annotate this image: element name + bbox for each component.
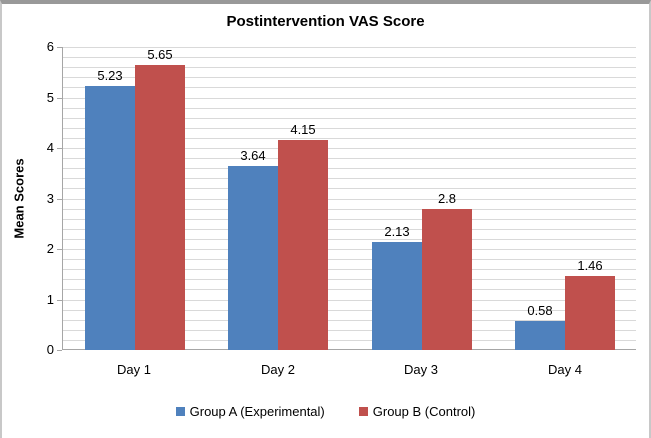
y-tick-label: 3: [46, 191, 54, 206]
y-tick-label: 4: [46, 140, 54, 155]
gridline: [63, 289, 636, 290]
gridline: [63, 340, 636, 341]
legend-marker-group-b: [358, 407, 368, 416]
gridline: [63, 239, 636, 240]
y-tick-label: 5: [46, 90, 54, 105]
bar-series-0-day-2: [228, 166, 278, 350]
gridline: [63, 98, 636, 99]
data-label: 2.13: [384, 224, 410, 239]
gridline: [63, 320, 636, 321]
gridline: [63, 118, 636, 119]
data-label: 3.64: [240, 148, 266, 163]
bar-series-0-day-3: [372, 242, 422, 350]
gridline: [63, 269, 636, 270]
gridline: [63, 300, 636, 301]
gridline: [63, 47, 636, 48]
legend-marker-group-a: [175, 407, 185, 416]
gridline: [63, 279, 636, 280]
gridline: [63, 330, 636, 331]
gridline: [63, 209, 636, 210]
gridline: [63, 310, 636, 311]
y-tick-mark: [57, 148, 62, 149]
bar-series-1-day-2: [278, 140, 328, 350]
gridline: [63, 128, 636, 129]
data-label: 2.8: [437, 191, 457, 206]
plot-area: 5.23 3.64 2.13 0.58 5.65 4.15 2.8 1.46: [62, 47, 636, 350]
y-tick-label: 6: [46, 39, 54, 54]
gridline: [63, 199, 636, 200]
y-tick-label: 1: [46, 292, 54, 307]
bar-series-1-day-3: [422, 209, 472, 350]
y-tick-mark: [57, 249, 62, 250]
gridline: [63, 67, 636, 68]
bar-series-1-day-4: [565, 276, 615, 350]
data-label: 4.15: [290, 122, 316, 137]
data-label: 1.46: [577, 258, 603, 273]
y-tick-mark: [57, 300, 62, 301]
y-tick-label: 0: [46, 342, 54, 357]
gridline: [63, 188, 636, 189]
gridline: [63, 259, 636, 260]
gridline: [63, 249, 636, 250]
x-category-label: Day 1: [117, 362, 151, 377]
legend-item-group-a: Group A (Experimental): [175, 404, 325, 419]
bar-series-1-day-1: [135, 65, 185, 350]
gridline: [63, 168, 636, 169]
gridline: [63, 219, 636, 220]
gridline: [63, 158, 636, 159]
x-category-label: Day 4: [548, 362, 582, 377]
y-tick-label: 2: [46, 241, 54, 256]
y-tick-mark: [57, 98, 62, 99]
gridline: [63, 229, 636, 230]
y-tick-mark: [57, 47, 62, 48]
chart-title: Postintervention VAS Score: [226, 13, 425, 30]
bar-series-0-day-4: [515, 321, 565, 350]
y-tick-mark: [57, 350, 62, 351]
gridline: [63, 77, 636, 78]
gridline: [63, 108, 636, 109]
legend-label-group-a: Group A (Experimental): [189, 404, 325, 419]
legend-item-group-b: Group B (Control): [358, 404, 476, 419]
gridline: [63, 138, 636, 139]
gridline: [63, 87, 636, 88]
gridline: [63, 148, 636, 149]
data-label: 0.58: [527, 303, 553, 318]
legend: Group A (Experimental) Group B (Control): [2, 404, 649, 419]
y-tick-mark: [57, 199, 62, 200]
x-category-label: Day 3: [404, 362, 438, 377]
legend-label-group-b: Group B (Control): [372, 404, 476, 419]
bar-series-0-day-1: [85, 86, 135, 350]
gridline: [63, 178, 636, 179]
data-label: 5.65: [147, 47, 173, 62]
gridline: [63, 57, 636, 58]
x-category-label: Day 2: [261, 362, 295, 377]
data-label: 5.23: [97, 68, 123, 83]
